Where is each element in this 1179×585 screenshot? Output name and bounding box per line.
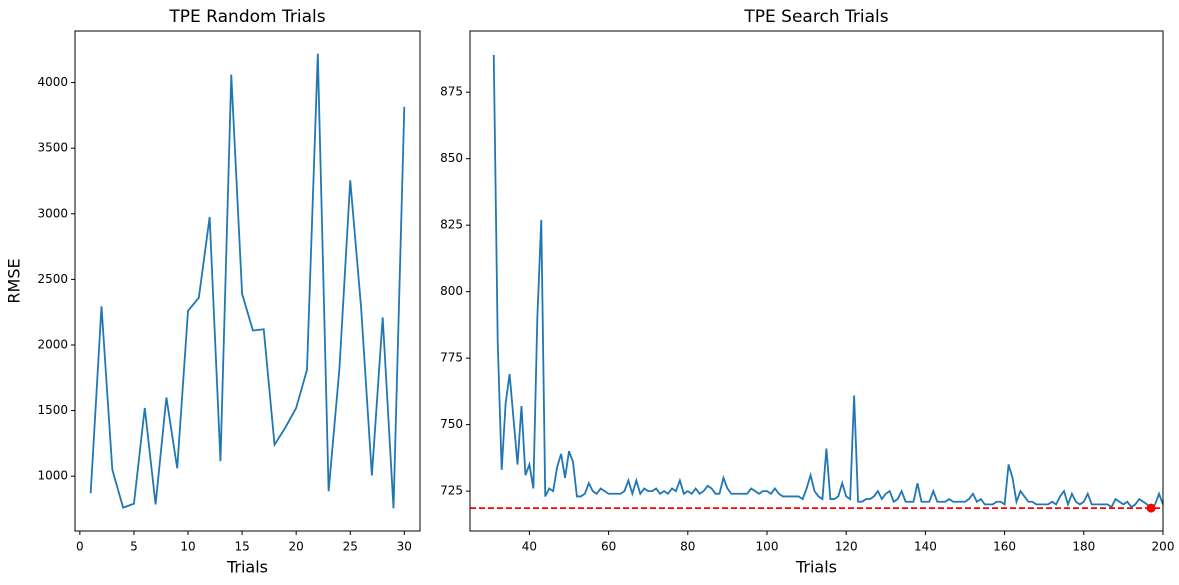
y-tick-label: 1000 bbox=[37, 469, 68, 483]
chart-title: TPE Random Trials bbox=[168, 7, 325, 27]
y-tick-label: 775 bbox=[440, 351, 463, 365]
x-tick-label: 25 bbox=[343, 540, 358, 554]
x-tick-label: 40 bbox=[522, 540, 537, 554]
x-tick-label: 100 bbox=[756, 540, 779, 554]
y-tick-label: 825 bbox=[440, 218, 463, 232]
y-tick-label: 1500 bbox=[37, 403, 68, 417]
x-tick-label: 10 bbox=[180, 540, 195, 554]
y-tick-label: 4000 bbox=[37, 75, 68, 89]
x-axis-label: Trials bbox=[226, 558, 268, 577]
x-tick-label: 5 bbox=[130, 540, 138, 554]
best-point bbox=[1146, 503, 1156, 513]
y-tick-label: 875 bbox=[440, 85, 463, 99]
axes-frame bbox=[74, 30, 421, 532]
y-tick-label: 2000 bbox=[37, 337, 68, 351]
y-tick-label: 2500 bbox=[37, 272, 68, 286]
y-tick-label: 850 bbox=[440, 151, 463, 165]
x-tick-label: 160 bbox=[993, 540, 1016, 554]
y-tick-label: 725 bbox=[440, 484, 463, 498]
x-tick-label: 15 bbox=[234, 540, 249, 554]
y-tick-label: 3500 bbox=[37, 141, 68, 155]
y-tick-label: 800 bbox=[440, 284, 463, 298]
data-line bbox=[492, 54, 1164, 510]
data-line bbox=[89, 53, 406, 509]
y-tick-label: 750 bbox=[440, 417, 463, 431]
y-axis-label: RMSE bbox=[5, 258, 24, 303]
x-tick-label: 200 bbox=[1152, 540, 1175, 554]
x-tick-label: 80 bbox=[680, 540, 695, 554]
x-tick-label: 0 bbox=[76, 540, 84, 554]
x-axis-label: Trials bbox=[795, 558, 837, 577]
x-tick-label: 20 bbox=[289, 540, 304, 554]
x-tick-label: 140 bbox=[914, 540, 937, 554]
chart-title: TPE Search Trials bbox=[743, 7, 888, 27]
x-tick-label: 120 bbox=[835, 540, 858, 554]
x-tick-label: 60 bbox=[601, 540, 616, 554]
axes-frame bbox=[469, 30, 1164, 532]
y-tick-label: 3000 bbox=[37, 206, 68, 220]
x-tick-label: 30 bbox=[397, 540, 412, 554]
x-tick-label: 180 bbox=[1072, 540, 1095, 554]
